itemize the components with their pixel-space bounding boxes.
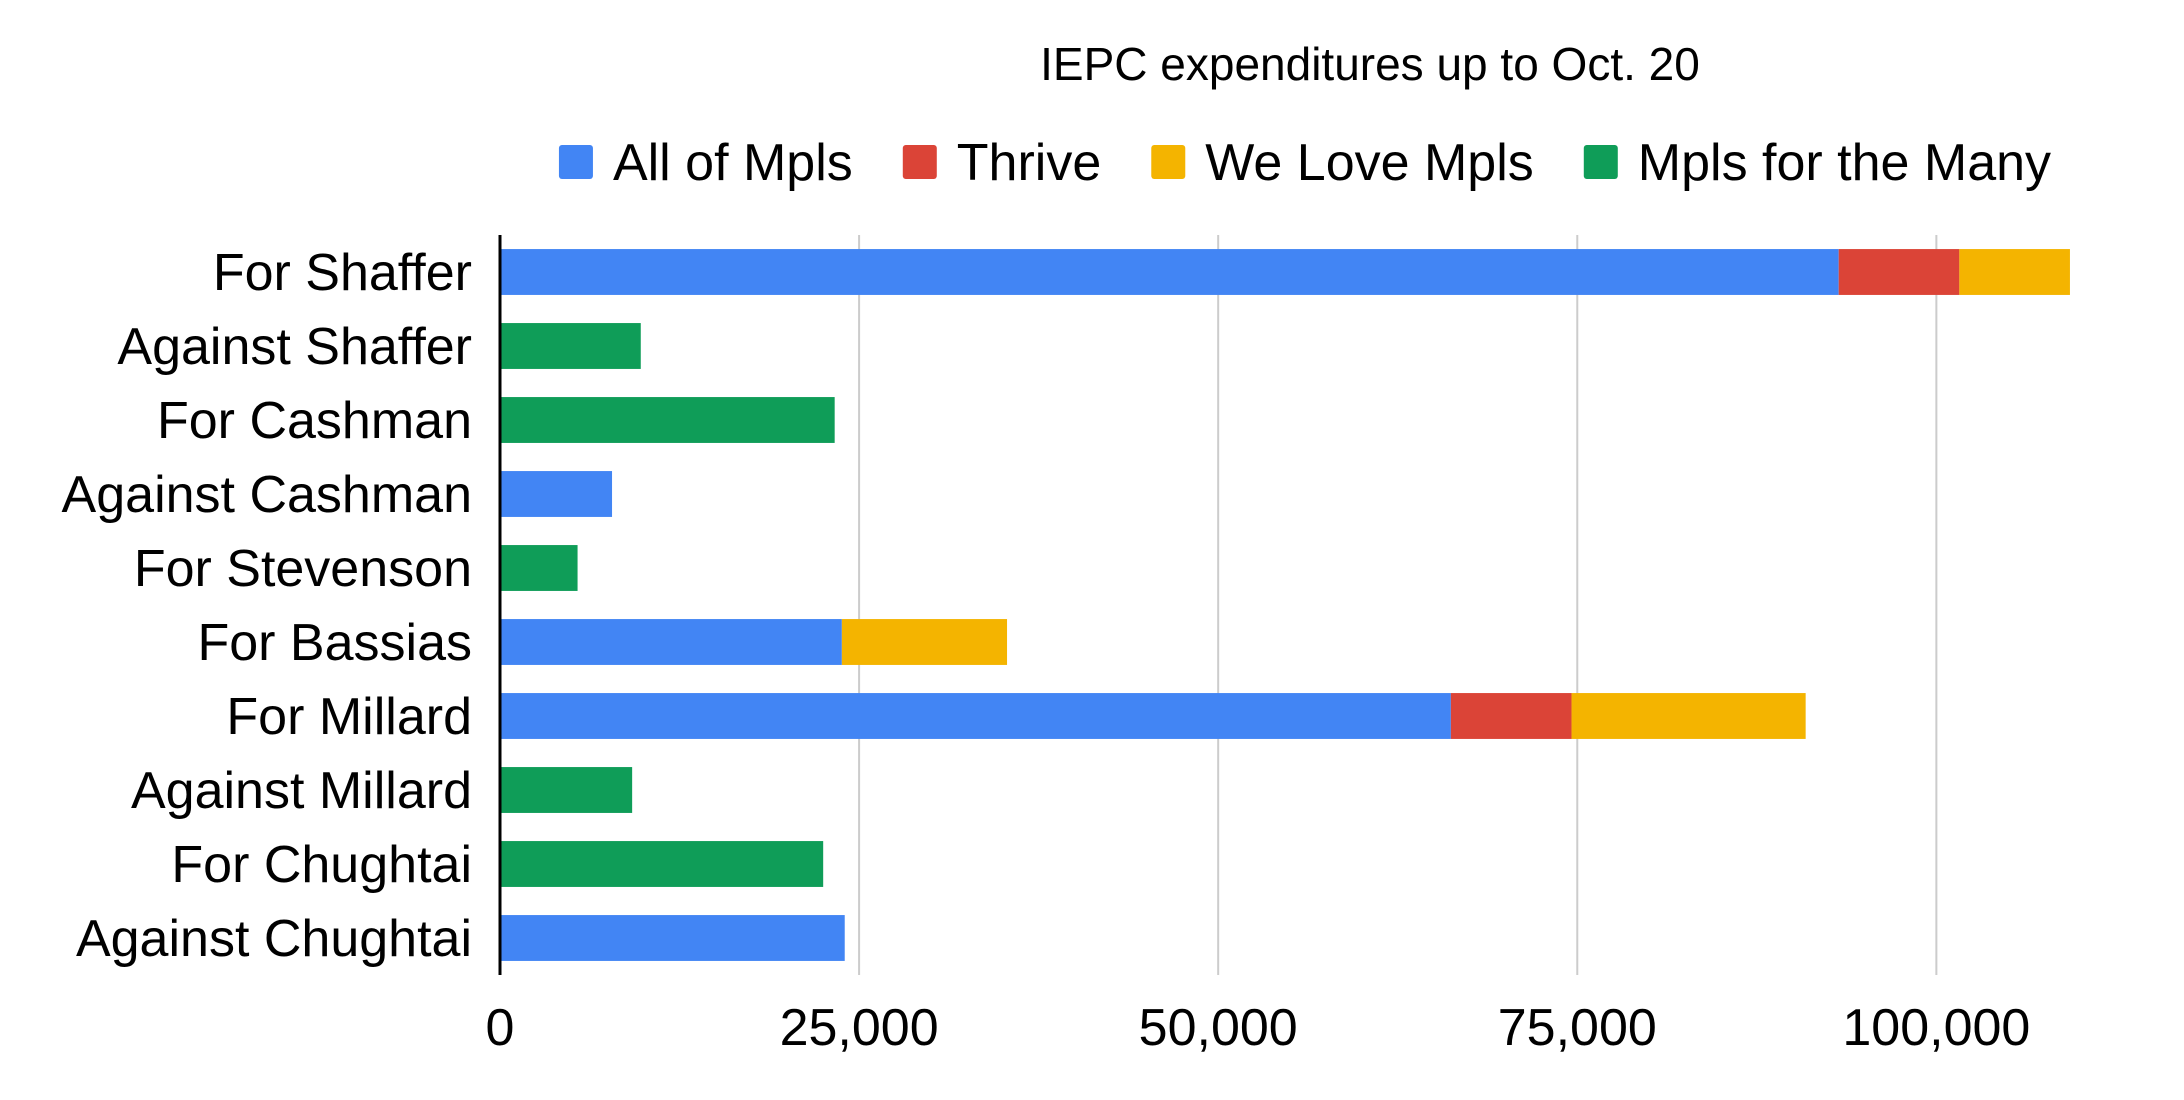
legend-item-thrive: Thrive (902, 134, 1101, 192)
legend-label-mpls-for-the-many: Mpls for the Many (1638, 134, 2051, 192)
legend-swatch-thrive (902, 145, 937, 179)
legend-swatch-mpls-for-the-many (1583, 145, 1618, 179)
bar-for-bassias-we-love-mpls (841, 619, 1008, 665)
bar-for-shaffer-we-love-mpls (1959, 249, 2070, 295)
x-tick-label-1: 25,000 (780, 999, 939, 1057)
category-label-against-shaffer: Against Shaffer (117, 318, 472, 376)
legend-item-we-love-mpls: We Love Mpls (1151, 134, 1534, 192)
category-label-for-stevenson: For Stevenson (134, 540, 472, 598)
bar-for-shaffer-all-of-mpls (500, 249, 1839, 295)
category-label-against-millard: Against Millard (131, 762, 472, 820)
category-label-for-cashman: For Cashman (157, 392, 472, 450)
legend-item-mpls-for-the-many: Mpls for the Many (1583, 134, 2051, 192)
bar-for-bassias-all-of-mpls (500, 619, 842, 665)
legend: All of Mpls Thrive We Love Mpls Mpls for th… (558, 134, 2051, 192)
legend-label-all-of-mpls: All of Mpls (613, 134, 853, 192)
bar-for-millard-we-love-mpls (1571, 693, 1806, 739)
bar-for-millard-thrive (1450, 693, 1572, 739)
bar-for-cashman-mpls-for-the-many (500, 397, 835, 443)
bar-against-chughtai-all-of-mpls (500, 915, 845, 961)
x-axis: 0 25,000 50,000 75,000 100,000 (486, 999, 2031, 1057)
x-tick-label-2: 50,000 (1139, 999, 1298, 1057)
bar-for-chughtai-mpls-for-the-many (500, 841, 824, 887)
bar-against-millard-mpls-for-the-many (500, 767, 633, 813)
legend-swatch-all-of-mpls (558, 145, 593, 179)
bar-against-cashman-all-of-mpls (500, 471, 613, 517)
bar-for-stevenson-mpls-for-the-many (500, 545, 578, 591)
category-label-for-shaffer: For Shaffer (213, 244, 472, 302)
category-label-against-cashman: Against Cashman (62, 466, 472, 524)
category-label-for-chughtai: For Chughtai (171, 836, 472, 894)
bar-for-shaffer-thrive (1838, 249, 1960, 295)
bars (500, 249, 2070, 961)
x-tick-label-3: 75,000 (1498, 999, 1657, 1057)
legend-label-thrive: Thrive (957, 134, 1101, 192)
legend-label-we-love-mpls: We Love Mpls (1205, 134, 1534, 192)
bar-against-shaffer-mpls-for-the-many (500, 323, 641, 369)
x-tick-label-4: 100,000 (1842, 999, 2030, 1057)
bar-for-millard-all-of-mpls (500, 693, 1451, 739)
gridlines (858, 235, 1938, 975)
chart-title: IEPC expenditures up to Oct. 20 (1040, 38, 1700, 90)
legend-item-all-of-mpls: All of Mpls (558, 134, 853, 192)
y-axis: For Shaffer Against Shaffer For Cashman Aga… (62, 235, 502, 975)
category-label-against-chughtai: Against Chughtai (76, 910, 472, 968)
legend-swatch-we-love-mpls (1151, 145, 1186, 179)
x-tick-label-0: 0 (486, 999, 515, 1057)
category-label-for-millard: For Millard (226, 688, 472, 746)
category-label-for-bassias: For Bassias (197, 614, 472, 672)
